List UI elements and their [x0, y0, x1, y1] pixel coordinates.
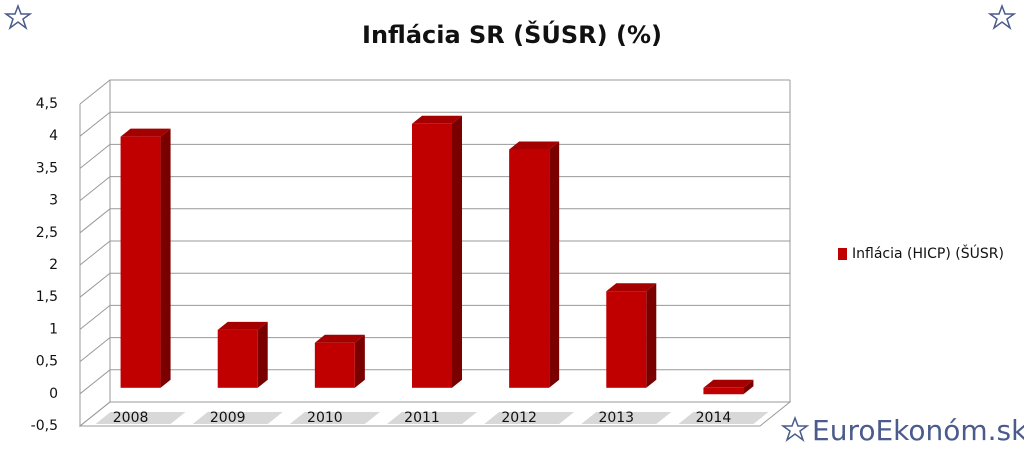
- bar-top: [217, 321, 268, 330]
- x-tick-label: 2012: [501, 410, 537, 426]
- y-tick-label: 4,5: [36, 96, 58, 112]
- bar-side: [452, 115, 462, 388]
- bar-side: [646, 283, 657, 388]
- floor-tile: [95, 412, 186, 424]
- legend-swatch: [838, 248, 847, 260]
- bar: [120, 136, 161, 388]
- x-tick-label: 2008: [113, 410, 149, 426]
- y-tick-label: 3,5: [36, 160, 58, 176]
- y-tick-label: 0: [49, 386, 58, 402]
- x-tick-label: 2010: [307, 410, 343, 426]
- floor-tile: [581, 412, 672, 424]
- bar-top: [606, 283, 657, 292]
- brand: EuroEkonóm.sk: [812, 414, 1024, 447]
- x-tick-label: 2014: [696, 410, 732, 426]
- floor-tile: [678, 412, 769, 424]
- bar-side: [160, 128, 171, 388]
- bar-side: [743, 379, 754, 395]
- bar-top: [314, 334, 365, 343]
- y-tick-label: 2: [49, 257, 58, 273]
- floor: [78, 401, 792, 427]
- x-tick-label: 2009: [210, 410, 246, 426]
- y-tick-label: 0,5: [36, 354, 58, 370]
- x-tick-label: 2011: [404, 410, 440, 426]
- floor-tile: [192, 412, 283, 424]
- floor-tile: [387, 412, 477, 424]
- bar-top: [703, 379, 754, 388]
- floor-tile: [484, 412, 575, 424]
- y-tick-label: 1: [49, 321, 58, 337]
- bar: [314, 342, 355, 388]
- bar: [703, 387, 744, 395]
- floor-tile: [289, 412, 380, 424]
- bar-side: [354, 334, 365, 388]
- bar-top: [509, 141, 560, 150]
- bar-side: [257, 321, 268, 388]
- y-tick-label: 4: [49, 128, 58, 144]
- chart-title: Inflácia SR (ŠÚSR) (%): [362, 19, 662, 49]
- bar: [412, 123, 452, 388]
- y-tick-label: -0,5: [31, 418, 58, 434]
- bar-side: [549, 141, 560, 388]
- bar-top: [412, 115, 462, 124]
- y-tick-label: 2,5: [36, 225, 58, 241]
- x-tick-label: 2013: [598, 410, 634, 426]
- grid-line: [79, 79, 790, 105]
- bar: [509, 149, 550, 388]
- decor-stars: [3, 3, 1017, 443]
- y-tick-label: 1,5: [36, 289, 58, 305]
- y-tick-label: 3: [49, 193, 58, 209]
- bar: [217, 329, 258, 388]
- bar-top: [120, 128, 171, 137]
- bar: [606, 291, 647, 388]
- legend-label: Inflácia (HICP) (ŠÚSR): [852, 244, 1004, 262]
